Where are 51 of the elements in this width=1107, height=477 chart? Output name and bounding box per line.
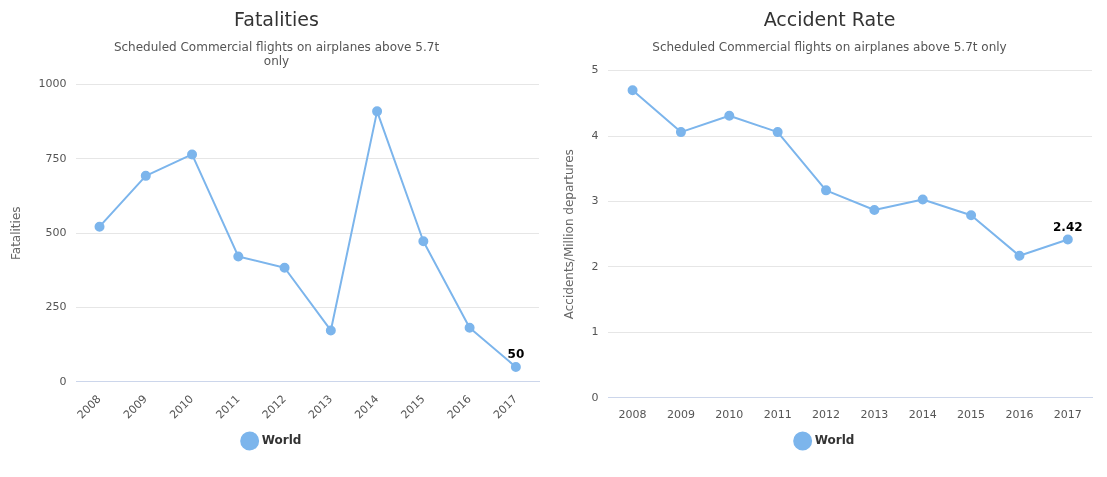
point [464, 322, 475, 333]
y-tick-label: 1 [591, 325, 599, 339]
y-tick-label: 3 [591, 194, 599, 208]
x-tick-label: 2012 [812, 408, 841, 422]
y-tick-label: 1000 [38, 77, 67, 91]
chart-subtitle: Scheduled Commercial flights on airplanes above 5.7t only [112, 40, 441, 68]
point [1062, 234, 1073, 245]
x-tick-label: 2013 [860, 408, 889, 422]
point [675, 127, 686, 138]
point [418, 236, 429, 247]
y-tick-label: 500 [45, 226, 67, 240]
x-tick-label: 2014 [908, 408, 937, 422]
chart-title: Accident Rate [762, 8, 897, 32]
x-tick-label: 2016 [1005, 408, 1034, 422]
point [325, 325, 336, 336]
point [1014, 250, 1025, 261]
point [140, 170, 151, 181]
legend-label: World [814, 433, 855, 448]
x-tick-label: 2009 [666, 408, 695, 422]
point [966, 210, 977, 221]
point [233, 251, 244, 262]
data-label: 2.42 [1053, 219, 1083, 234]
x-tick-label: 2008 [618, 408, 647, 422]
point [724, 110, 735, 121]
y-tick-label: 5 [591, 63, 599, 77]
y-axis-title: Accidents/Million departures [562, 149, 577, 320]
point [94, 221, 105, 232]
chart-subtitle: Scheduled Commercial flights on airplanes above 5.7t only [651, 40, 1008, 54]
y-tick-label: 0 [591, 390, 599, 404]
y-tick-label: 250 [45, 300, 67, 314]
point [510, 362, 521, 373]
point [279, 262, 290, 273]
data-label: 50 [507, 347, 525, 362]
y-tick-label: 2 [591, 259, 599, 273]
y-tick-label: 0 [59, 374, 67, 388]
point [627, 85, 638, 96]
point [821, 185, 832, 196]
x-tick-label: 2011 [763, 408, 792, 422]
x-tick-label: 2017 [1053, 408, 1082, 422]
x-tick-label: 2010 [715, 408, 744, 422]
x-tick-label: 2015 [957, 408, 986, 422]
y-tick-label: 4 [591, 128, 599, 142]
point [772, 127, 783, 138]
y-axis-title: Fatalities [9, 206, 24, 261]
point [187, 149, 198, 160]
legend-label: World [261, 433, 302, 448]
chart-title: Fatalities [233, 8, 320, 32]
point [917, 194, 928, 205]
point [372, 106, 383, 117]
point [869, 204, 880, 215]
y-tick-label: 750 [45, 151, 67, 165]
